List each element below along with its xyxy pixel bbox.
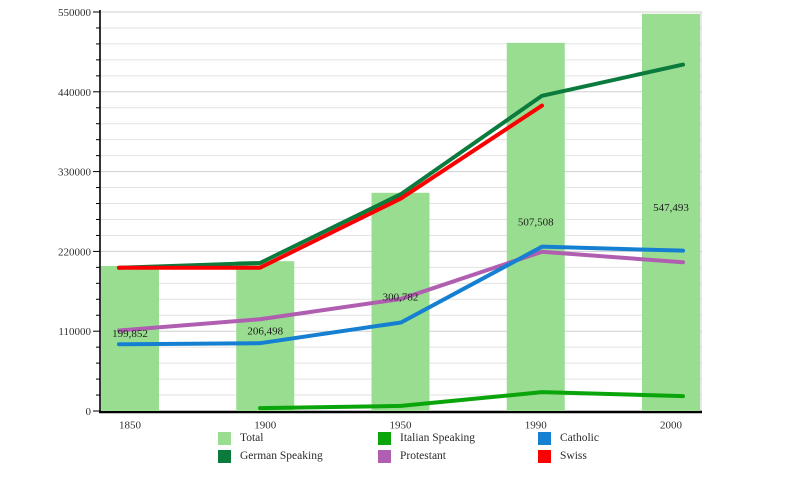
series-line-swiss — [117, 103, 544, 270]
series-line-catholic — [117, 244, 685, 347]
x-axis-tick-label: 2000 — [660, 420, 683, 432]
y-axis-tick-label: 550000 — [58, 7, 92, 19]
bar-value-label: 206,498 — [247, 326, 283, 338]
series-line-protestant — [117, 249, 685, 333]
bar-value-label: 547,493 — [653, 202, 689, 214]
x-axis-tick-label: 1950 — [390, 420, 413, 432]
total-bar-1990 — [506, 42, 565, 411]
total-bar-1900 — [236, 261, 295, 411]
bar-value-label: 300,782 — [383, 291, 419, 303]
x-axis-tick-label: 1900 — [254, 420, 277, 432]
bar-value-label: 507,508 — [518, 216, 554, 228]
y-axis-tick-label: 440000 — [58, 87, 92, 99]
total-bar-2000 — [642, 13, 700, 411]
bar-value-label: 199,852 — [112, 328, 148, 340]
total-bar-1850 — [101, 266, 159, 411]
y-axis-tick-label: 220000 — [58, 246, 92, 258]
series-line-german-speaking — [117, 62, 685, 270]
y-axis-tick-label: 330000 — [58, 167, 92, 179]
y-axis-tick-label: 110000 — [58, 326, 91, 338]
series-line-italian-speaking — [258, 390, 685, 411]
x-axis-tick-label: 1850 — [119, 420, 142, 432]
y-axis-tick-label: 0 — [86, 406, 92, 418]
x-axis-tick-label: 1990 — [525, 420, 548, 432]
